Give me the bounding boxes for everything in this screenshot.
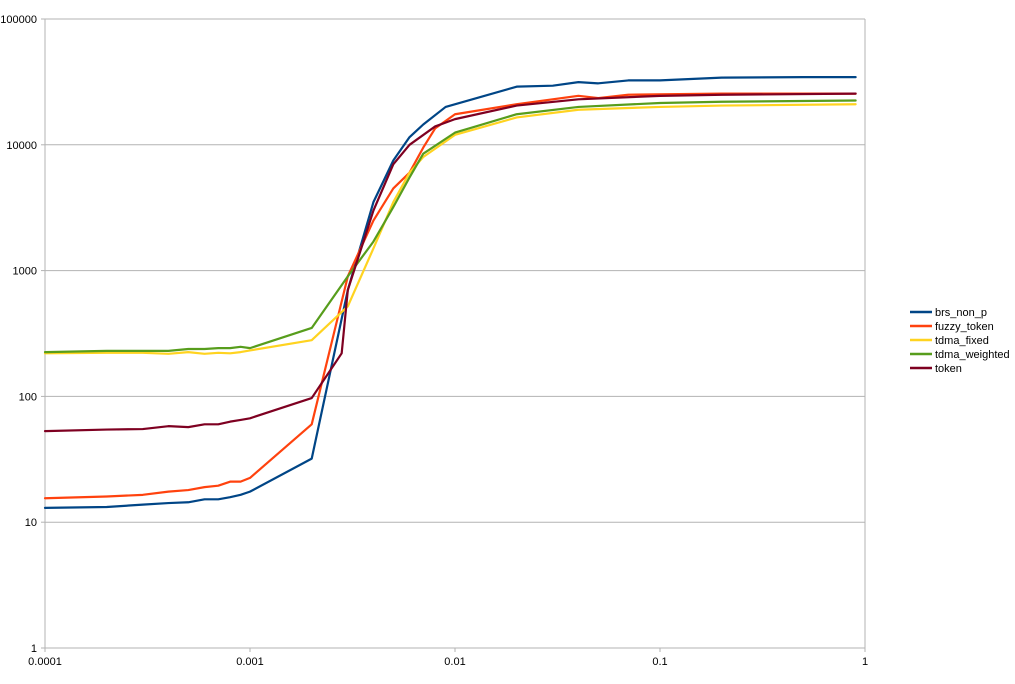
- axes: [41, 18, 866, 652]
- y-tick-label: 100000: [0, 14, 37, 26]
- x-tick-labels: 0.0001 0.001 0.01 0.1 1: [28, 656, 868, 668]
- legend-label: token: [935, 363, 962, 375]
- y-tick-label: 10: [25, 517, 37, 529]
- legend-label: tdma_weighted: [935, 349, 1010, 361]
- x-tick-label: 0.1: [652, 656, 667, 668]
- x-tick-label: 0.0001: [28, 656, 62, 668]
- series-line-tdma-weighted: [43, 99, 857, 354]
- series-line-fuzzy-token: [43, 92, 857, 500]
- y-tick-label: 10000: [6, 140, 37, 152]
- y-tick-label: 1: [31, 643, 37, 655]
- legend-label: brs_non_p: [935, 307, 987, 319]
- series-line-tdma-fixed: [43, 103, 857, 355]
- series-line-token: [43, 92, 857, 433]
- legend-label: tdma_fixed: [935, 335, 989, 347]
- legend: brs_non_p fuzzy_token tdma_fixed tdma_weigh…: [910, 307, 1010, 375]
- x-tick-label: 1: [862, 656, 868, 668]
- y-tick-label: 1000: [13, 266, 37, 278]
- series-lines: [43, 76, 857, 509]
- x-tick-label: 0.001: [236, 656, 264, 668]
- series-line-brs-non-p: [43, 76, 857, 509]
- y-tick-labels: 1 10 100 1000 10000 100000: [0, 14, 37, 655]
- legend-label: fuzzy_token: [935, 321, 994, 333]
- y-tick-label: 100: [19, 391, 37, 403]
- x-tick-label: 0.01: [444, 656, 465, 668]
